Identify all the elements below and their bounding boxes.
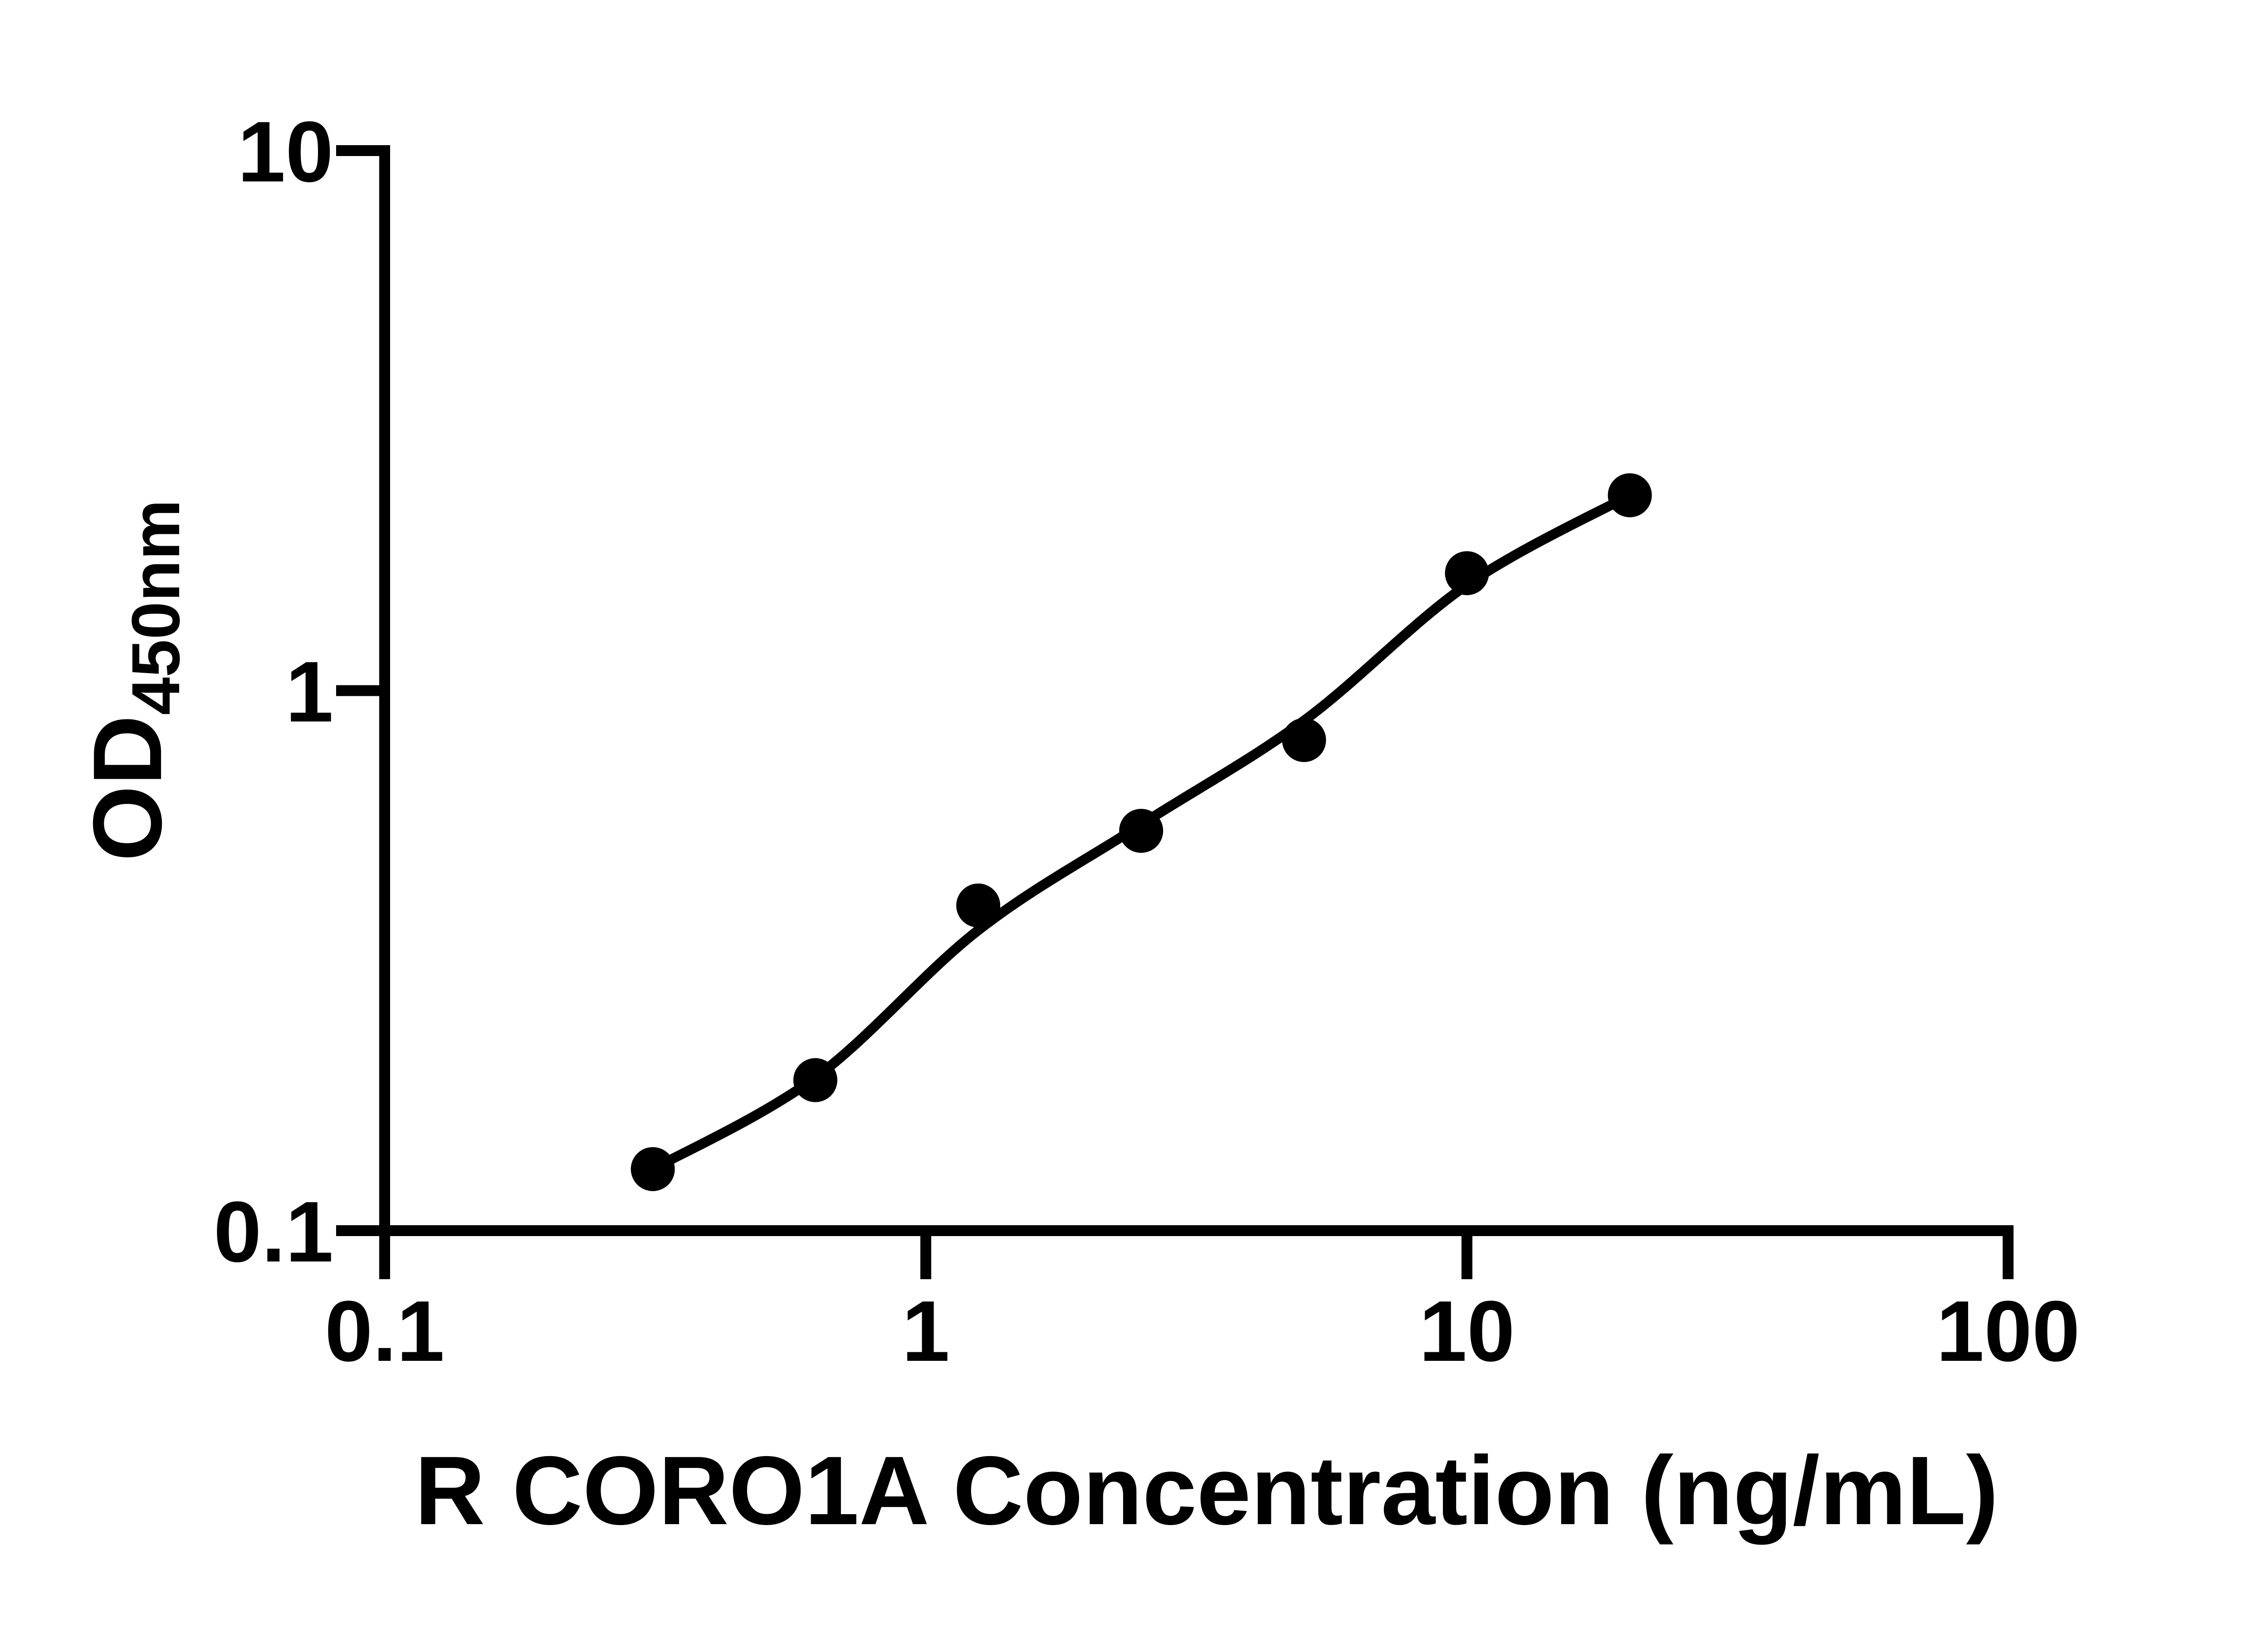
y-axis-title-main: OD xyxy=(73,715,182,861)
y-axis-ticks xyxy=(336,145,385,1236)
data-point-7 xyxy=(1608,473,1652,518)
data-point-6 xyxy=(1445,551,1489,596)
y-axis-tick-labels: 10 1 0.1 xyxy=(214,104,333,1280)
x-tick-label-10: 10 xyxy=(1419,1283,1515,1379)
data-point-3 xyxy=(956,883,1001,928)
y-tick-label-10: 10 xyxy=(238,104,333,200)
x-axis-title: R CORO1A Concentration (ng/mL) xyxy=(415,1436,1999,1545)
axes xyxy=(379,145,2014,1236)
y-axis-title-subscript: 450nm xyxy=(117,499,194,715)
data-points xyxy=(631,473,1652,1191)
x-tick-label-100: 100 xyxy=(1936,1283,2080,1379)
data-point-4 xyxy=(1119,809,1163,853)
x-axis-ticks xyxy=(379,1231,2014,1279)
axis-titles: R CORO1A Concentration (ng/mL) OD450nm xyxy=(73,499,1999,1545)
y-axis-title: OD450nm xyxy=(73,499,194,861)
x-tick-label-0.1: 0.1 xyxy=(325,1283,445,1379)
x-axis-tick-labels: 0.1 1 10 100 xyxy=(325,1283,2080,1379)
data-point-5 xyxy=(1282,718,1326,762)
x-tick-label-1: 1 xyxy=(902,1283,950,1379)
y-tick-label-1: 1 xyxy=(285,644,333,740)
data-point-1 xyxy=(631,1147,675,1191)
data-point-2 xyxy=(793,1058,837,1102)
y-tick-label-0.1: 0.1 xyxy=(214,1184,333,1280)
